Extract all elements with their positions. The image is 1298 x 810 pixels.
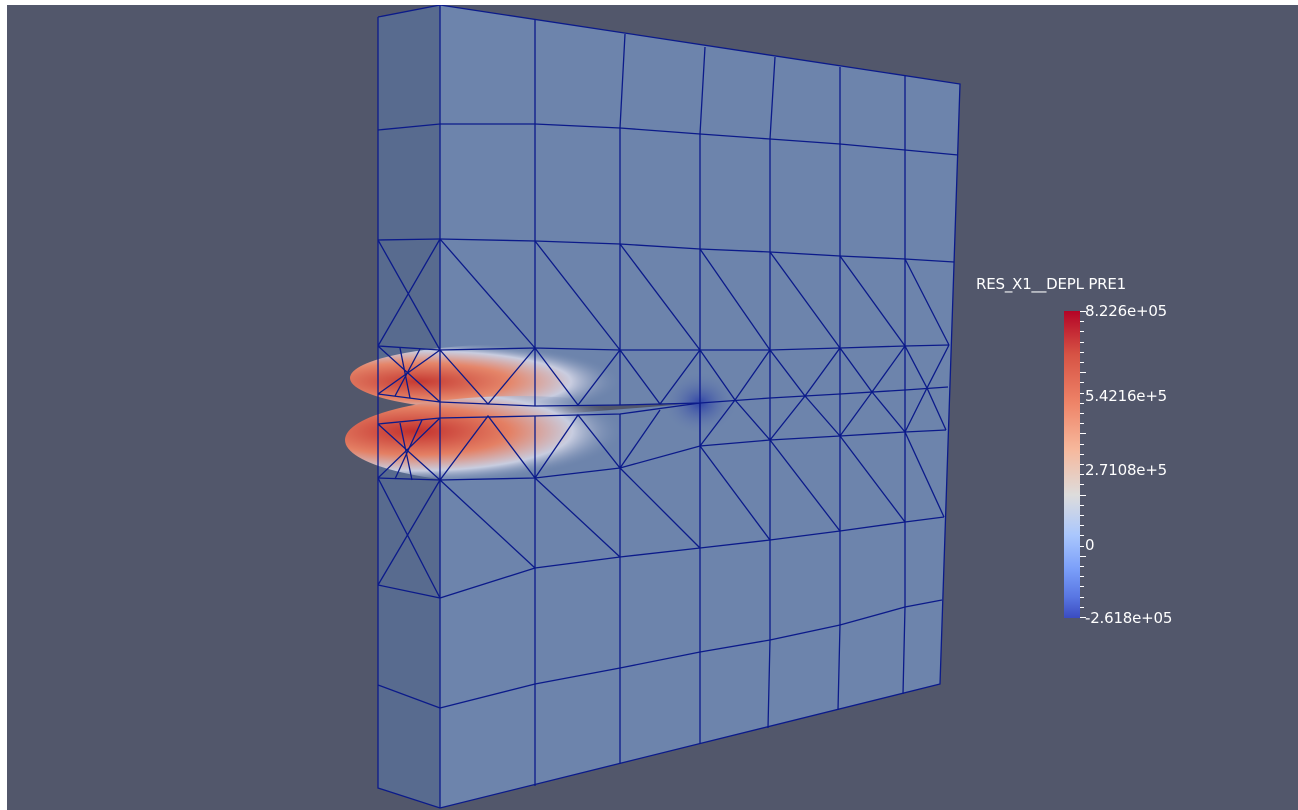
legend-label-3: 2.7108e+5 — [1085, 461, 1168, 479]
legend-label-4: 0 — [1085, 536, 1095, 554]
legend-label-2: 5.4216e+5 — [1085, 387, 1168, 405]
legend-color-bar — [1064, 311, 1080, 618]
mesh-view[interactable] — [7, 5, 1298, 810]
legend-ticks — [1080, 311, 1086, 618]
mesh-edges — [377, 5, 961, 809]
legend-title: RES_X1__DEPL PRE1 — [976, 275, 1127, 293]
legend-max-label: 8.226e+05 — [1085, 302, 1168, 320]
render-viewport[interactable]: RES_X1__DEPL PRE1 8.226e+05 5.4216e+5 2.… — [7, 5, 1298, 810]
stress-field — [345, 344, 738, 484]
legend-min-label: -2.618e+05 — [1085, 609, 1173, 627]
